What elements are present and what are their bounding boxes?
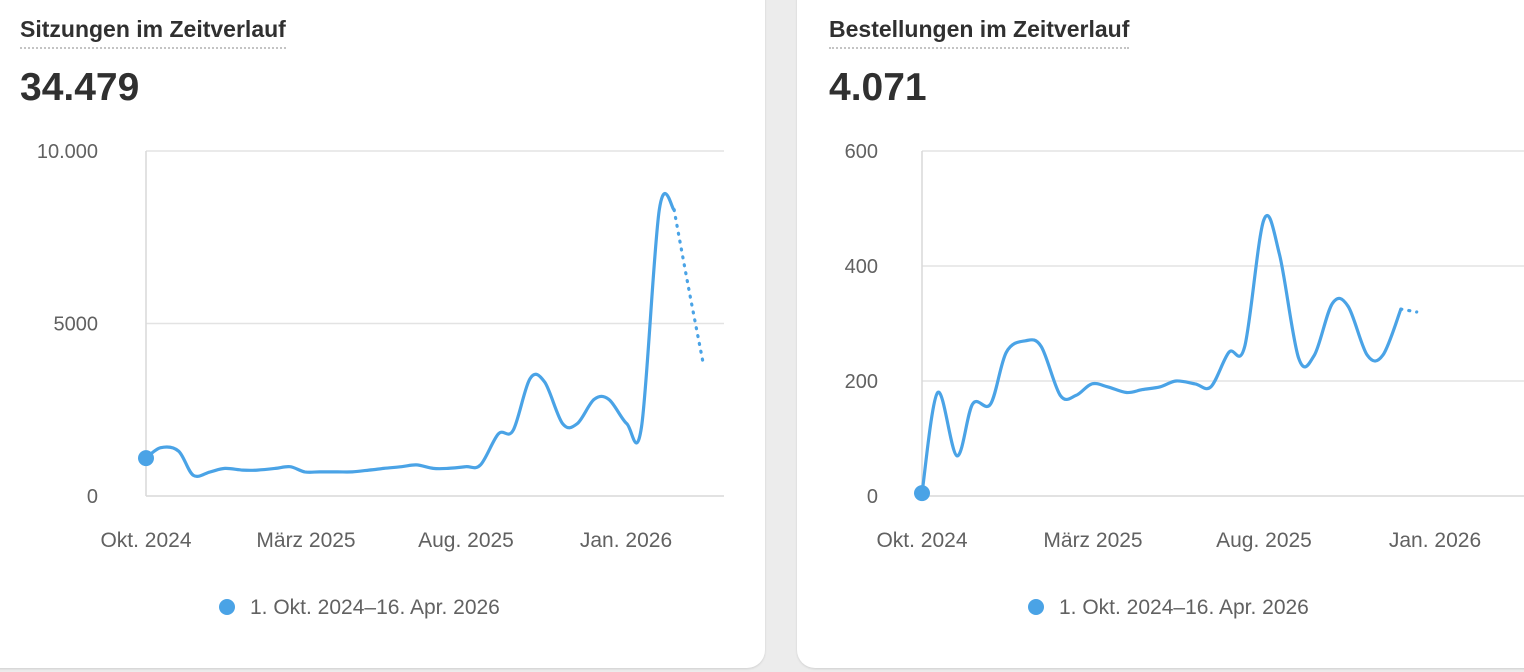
sessions-series-path[interactable] [144, 191, 676, 478]
sessions-y-axis-labels: 0 5000 10.000 [37, 141, 98, 508]
orders-series-line[interactable] [914, 213, 1419, 502]
orders-card-title[interactable]: Bestellungen im Zeitverlauf [829, 16, 1130, 49]
sessions-y-tick-label: 10.000 [37, 141, 98, 163]
sessions-legend[interactable]: 1. Okt. 2024–16. Apr. 2026 [219, 596, 500, 619]
sessions-y-tick-label: 5000 [54, 314, 99, 336]
sessions-series-line[interactable] [138, 191, 706, 478]
sessions-line-chart: 0 5000 10.000 Okt. 2024 März 2025 Aug. 2025 J… [37, 141, 724, 619]
orders-series-forecast-path[interactable] [1399, 307, 1419, 314]
sessions-legend-dot [219, 599, 235, 615]
orders-x-axis-labels: Okt. 2024 März 2025 Aug. 2025 Jan. 2026 [876, 529, 1481, 552]
orders-grid [921, 150, 1524, 497]
orders-y-tick-label: 400 [845, 256, 878, 278]
sessions-x-tick-label: Aug. 2025 [418, 529, 514, 552]
orders-series-start-point[interactable] [914, 485, 930, 502]
orders-x-tick-label: Jan. 2026 [1389, 529, 1481, 552]
orders-total-value: 4.071 [829, 66, 927, 109]
sessions-grid [145, 150, 724, 497]
sessions-series-forecast-path[interactable] [672, 208, 706, 367]
sessions-total-value: 34.479 [20, 66, 140, 109]
orders-legend-dot [1028, 599, 1044, 615]
orders-y-tick-label: 0 [867, 486, 878, 508]
orders-y-axis-labels: 0 200 400 600 [845, 141, 878, 508]
orders-x-tick-label: Aug. 2025 [1216, 529, 1312, 552]
sessions-card: Sitzungen im Zeitverlauf 34.479 0 5000 10.… [0, 0, 765, 668]
orders-x-tick-label: Okt. 2024 [876, 529, 967, 552]
sessions-y-tick-label: 0 [87, 486, 98, 508]
sessions-series-start-point[interactable] [138, 450, 154, 467]
sessions-x-tick-label: Okt. 2024 [100, 529, 191, 552]
orders-legend[interactable]: 1. Okt. 2024–16. Apr. 2026 [1028, 596, 1309, 619]
orders-line-chart: 0 200 400 600 Okt. 2024 März 2025 Aug. 2025 Ja… [845, 141, 1524, 619]
orders-y-tick-label: 600 [845, 141, 878, 163]
sessions-legend-label: 1. Okt. 2024–16. Apr. 2026 [250, 596, 500, 619]
orders-series-path[interactable] [920, 213, 1403, 495]
orders-card: Bestellungen im Zeitverlauf 4.071 0 200 40… [797, 0, 1524, 668]
sessions-card-title[interactable]: Sitzungen im Zeitverlauf [20, 16, 286, 49]
sessions-x-tick-label: Jan. 2026 [580, 529, 672, 552]
orders-x-tick-label: März 2025 [1043, 529, 1142, 552]
orders-y-tick-label: 200 [845, 371, 878, 393]
orders-legend-label: 1. Okt. 2024–16. Apr. 2026 [1059, 596, 1309, 619]
sessions-x-axis-labels: Okt. 2024 März 2025 Aug. 2025 Jan. 2026 [100, 529, 672, 552]
sessions-x-tick-label: März 2025 [256, 529, 355, 552]
